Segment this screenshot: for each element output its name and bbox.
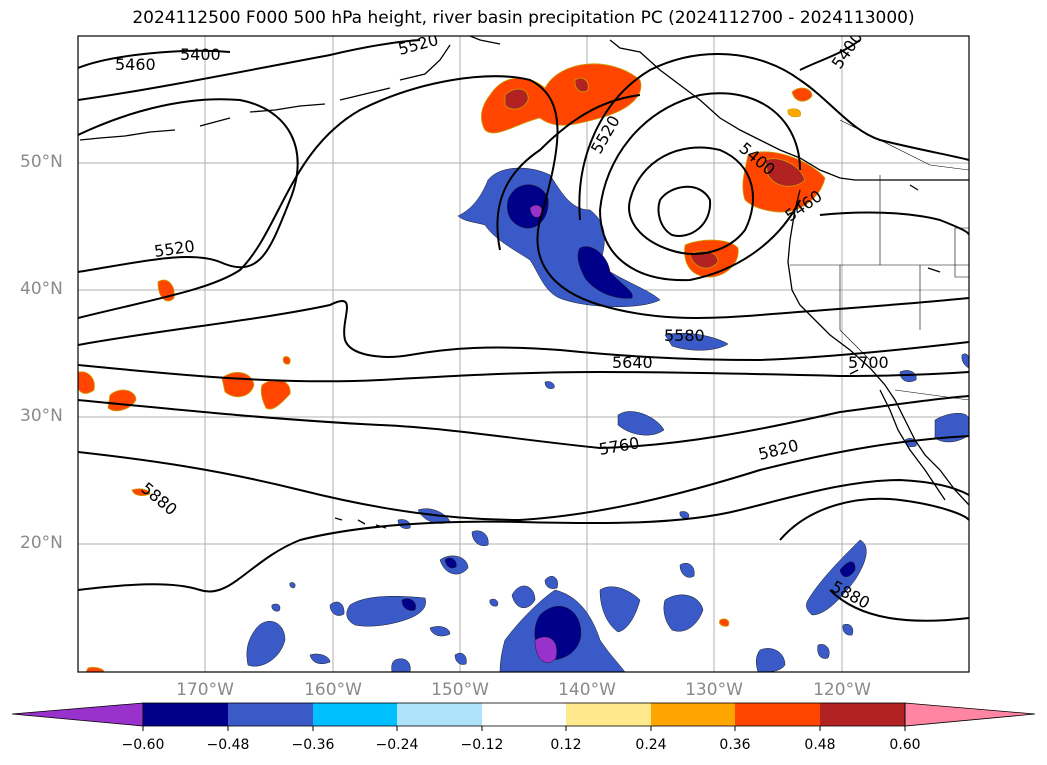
map-frame	[77, 35, 970, 673]
colorbar-tick-label: −0.24	[375, 737, 419, 753]
colorbar-extend-right	[904, 702, 1036, 727]
lat-label-20n: 20°N	[20, 533, 63, 553]
lon-label-170w: 170°W	[176, 680, 234, 700]
lat-label-30n: 30°N	[20, 406, 63, 426]
colorbar	[11, 702, 1036, 731]
colorbar-tick-label: −0.36	[291, 737, 335, 753]
colorbar-swatch	[313, 703, 397, 726]
contour-label: 5400	[180, 45, 221, 64]
colorbar-swatch	[820, 703, 905, 726]
colorbar-tick-label: 0.60	[889, 737, 921, 753]
lon-label-160w: 160°W	[304, 680, 362, 700]
lon-label-140w: 140°W	[558, 680, 616, 700]
colorbar-tick-label: 0.48	[804, 737, 836, 753]
colorbar-swatch	[143, 703, 228, 726]
colorbar-swatch	[397, 703, 482, 726]
lon-label-150w: 150°W	[431, 680, 489, 700]
lat-label-40n: 40°N	[20, 279, 63, 299]
contour-label: 5580	[664, 326, 705, 345]
map-title: 2024112500 F000 500 hPa height, river ba…	[132, 8, 915, 28]
lon-label-130w: 130°W	[685, 680, 743, 700]
colorbar-tick-label: −0.60	[121, 737, 165, 753]
lon-label-120w: 120°W	[813, 680, 871, 700]
colorbar-swatch	[735, 703, 820, 726]
negative-precip-areas	[246, 167, 969, 672]
contour-label: 5640	[612, 353, 653, 372]
colorbar-tick-label: 0.36	[719, 737, 751, 753]
positive-precip-areas	[78, 63, 826, 672]
colorbar-swatch	[482, 703, 566, 726]
colorbar-swatch	[566, 703, 651, 726]
contour-label: 5520	[396, 30, 440, 59]
colorbar-outline	[142, 702, 906, 727]
colorbar-tick-label: 0.12	[550, 737, 582, 753]
colorbar-tick-label: −0.48	[206, 737, 250, 753]
contour-label: 5760	[597, 433, 640, 459]
contour-label: 5460	[115, 55, 156, 74]
colorbar-tick-label: 0.24	[635, 737, 667, 753]
height-contours	[78, 36, 969, 622]
colorbar-tick-label: −0.12	[460, 737, 504, 753]
lat-label-50n: 50°N	[20, 152, 63, 172]
contour-label: 5880	[137, 479, 180, 520]
colorbar-extend-left	[11, 702, 144, 727]
contour-label: 5400	[828, 28, 867, 72]
colorbar-swatch	[228, 703, 313, 726]
contour-label: 5820	[756, 436, 800, 464]
contour-label: 5700	[848, 353, 889, 372]
colorbar-swatch	[651, 703, 735, 726]
